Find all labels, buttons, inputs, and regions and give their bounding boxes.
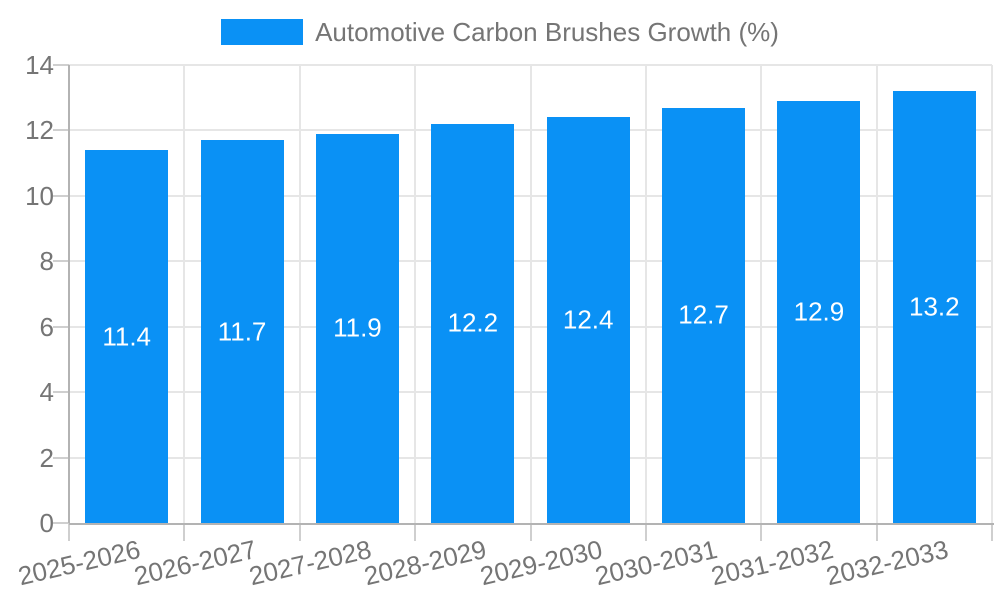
- x-axis-line: [69, 523, 994, 525]
- x-axis-category-label: 2027-2028: [246, 534, 375, 592]
- x-tick-mark: [991, 523, 993, 541]
- gridline-vertical: [414, 65, 417, 523]
- y-tick-mark: [53, 391, 69, 394]
- y-axis-tick-label: 0: [39, 508, 54, 538]
- y-tick-mark: [53, 325, 69, 328]
- bar[interactable]: [315, 133, 399, 523]
- y-tick-mark: [53, 129, 69, 132]
- bar[interactable]: [85, 150, 169, 523]
- x-tick-mark: [644, 523, 647, 541]
- y-axis-tick-label: 8: [39, 246, 54, 277]
- x-axis-category-label: 2028-2029: [361, 534, 490, 592]
- chart-legend[interactable]: Automotive Carbon Brushes Growth (%): [0, 16, 1000, 48]
- legend-swatch-icon: [221, 19, 304, 45]
- x-tick-mark: [760, 523, 763, 541]
- bar[interactable]: [546, 117, 630, 523]
- y-axis-line: [68, 65, 70, 523]
- y-tick-mark: [53, 522, 69, 524]
- x-tick-mark: [875, 523, 878, 541]
- y-axis-tick-label: 10: [25, 180, 54, 211]
- bar-value-label: 11.9: [333, 312, 382, 343]
- x-axis-category-label: 2029-2030: [477, 534, 605, 592]
- x-axis-category-label: 2031-2032: [707, 534, 836, 592]
- bar-value-label: 11.4: [102, 321, 152, 352]
- bar[interactable]: [662, 107, 746, 523]
- gridline-vertical: [760, 65, 763, 523]
- bar[interactable]: [777, 100, 861, 523]
- gridline-vertical: [644, 65, 647, 523]
- x-tick-mark: [298, 523, 301, 541]
- y-tick-mark: [53, 456, 69, 459]
- bar[interactable]: [431, 123, 515, 523]
- x-tick-mark: [529, 523, 532, 541]
- x-axis-category-label: 2026-2027: [130, 534, 259, 592]
- legend-label: Automotive Carbon Brushes Growth (%): [315, 16, 779, 47]
- gridline-vertical: [875, 65, 878, 523]
- x-tick-mark: [68, 523, 70, 541]
- gridline-vertical: [529, 65, 532, 523]
- gridline-vertical: [183, 65, 186, 523]
- y-tick-mark: [53, 194, 69, 197]
- gridline-vertical: [298, 65, 301, 523]
- y-axis-tick-label: 6: [39, 311, 54, 342]
- x-axis-category-label: 2030-2031: [592, 534, 721, 592]
- y-axis-tick-label: 14: [25, 50, 54, 80]
- bar-value-label: 13.2: [909, 291, 960, 322]
- x-tick-mark: [414, 523, 417, 541]
- bar-value-label: 12.7: [678, 299, 729, 330]
- bar-value-label: 11.7: [217, 316, 267, 347]
- bar-value-label: 12.4: [562, 304, 614, 335]
- y-tick-mark: [53, 260, 69, 263]
- bar[interactable]: [200, 140, 284, 523]
- x-axis-category-label: 2025-2026: [15, 534, 144, 592]
- y-axis-tick-label: 2: [39, 442, 54, 473]
- x-tick-mark: [183, 523, 186, 541]
- bar[interactable]: [892, 91, 976, 523]
- y-tick-mark: [53, 64, 69, 66]
- bar-value-label: 12.2: [447, 307, 499, 338]
- x-axis-category-label: 2032-2033: [823, 534, 952, 592]
- bar-value-label: 12.9: [793, 296, 845, 327]
- y-axis-tick-label: 4: [39, 377, 54, 408]
- y-axis-tick-label: 12: [25, 115, 54, 146]
- gridline-vertical: [991, 65, 993, 523]
